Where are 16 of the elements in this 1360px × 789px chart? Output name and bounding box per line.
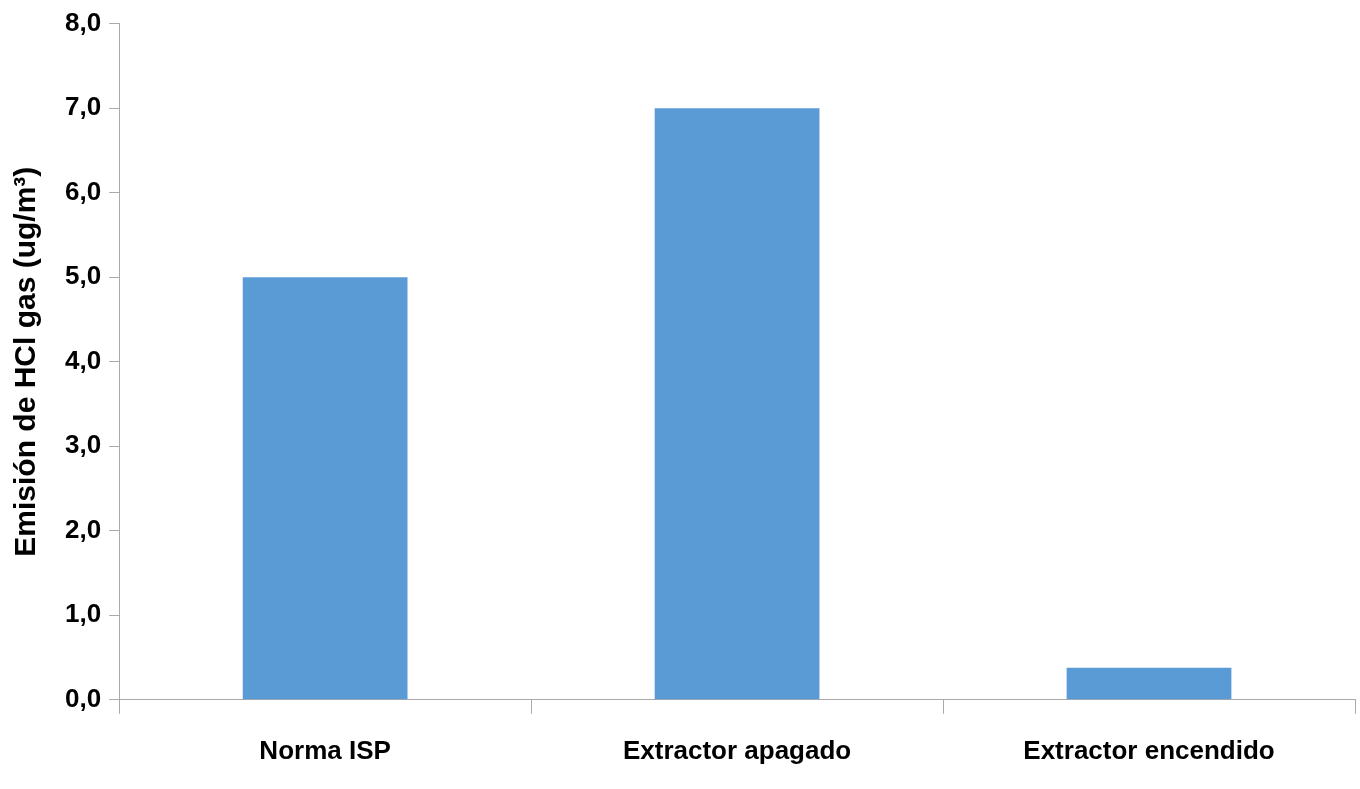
y-tick-label: 2,0	[64, 513, 102, 544]
x-tick-label: Extractor encendido	[1023, 734, 1275, 765]
x-tick-label: Extractor apagado	[622, 734, 852, 765]
bar	[654, 108, 820, 700]
y-tick-label: 0,0	[64, 682, 102, 713]
bar	[242, 277, 408, 700]
y-tick-label: 4,0	[64, 344, 102, 375]
y-tick-label: 6,0	[64, 175, 102, 206]
bar	[1066, 667, 1232, 700]
y-tick-label: 3,0	[64, 429, 102, 460]
y-axis-title: Emisión de HCl gas (ug/m³)	[8, 166, 42, 557]
y-tick-label: 8,0	[64, 6, 102, 37]
y-tick-label: 7,0	[64, 91, 102, 122]
y-tick-label: 1,0	[64, 598, 102, 629]
y-tick-label: 5,0	[64, 260, 102, 291]
x-tick-label: Norma ISP	[259, 734, 391, 765]
